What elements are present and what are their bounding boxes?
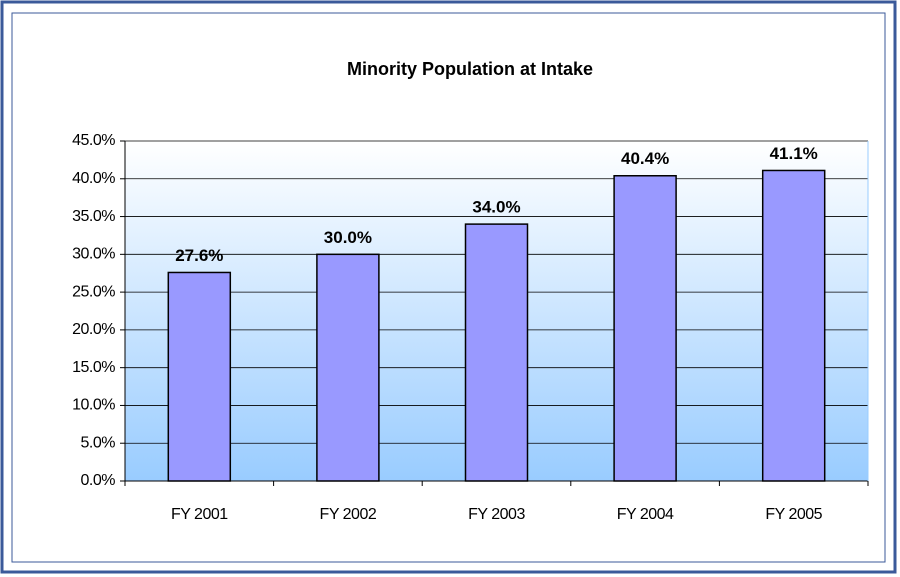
y-tick-label: 45.0%: [72, 132, 115, 149]
bar: [167, 271, 232, 482]
bar: [613, 175, 677, 482]
bar: [464, 223, 529, 482]
value-label: 27.6%: [175, 246, 223, 265]
y-tick-label: 10.0%: [72, 397, 115, 414]
y-tick-label: 30.0%: [72, 246, 115, 263]
x-tick-label: FY 2002: [320, 506, 377, 523]
value-label: 34.0%: [472, 198, 520, 217]
bar: [316, 253, 380, 482]
chart-title: Minority Population at Intake: [347, 59, 593, 79]
value-label: 30.0%: [324, 228, 372, 247]
x-tick-label: FY 2004: [617, 506, 674, 523]
bar: [761, 169, 826, 482]
y-tick-label: 20.0%: [72, 321, 115, 338]
y-tick-label: 35.0%: [72, 208, 115, 225]
x-tick-label: FY 2001: [171, 506, 228, 523]
y-tick-label: 5.0%: [81, 434, 116, 451]
y-tick-label: 0.0%: [81, 472, 116, 489]
x-tick-label: FY 2005: [765, 506, 822, 523]
value-label: 40.4%: [621, 149, 669, 168]
value-label: 41.1%: [770, 144, 818, 163]
y-tick-label: 15.0%: [72, 359, 115, 376]
y-tick-label: 25.0%: [72, 283, 115, 300]
inner-frame: [11, 12, 886, 563]
x-tick-label: FY 2003: [468, 506, 525, 523]
y-tick-label: 40.0%: [72, 170, 115, 187]
